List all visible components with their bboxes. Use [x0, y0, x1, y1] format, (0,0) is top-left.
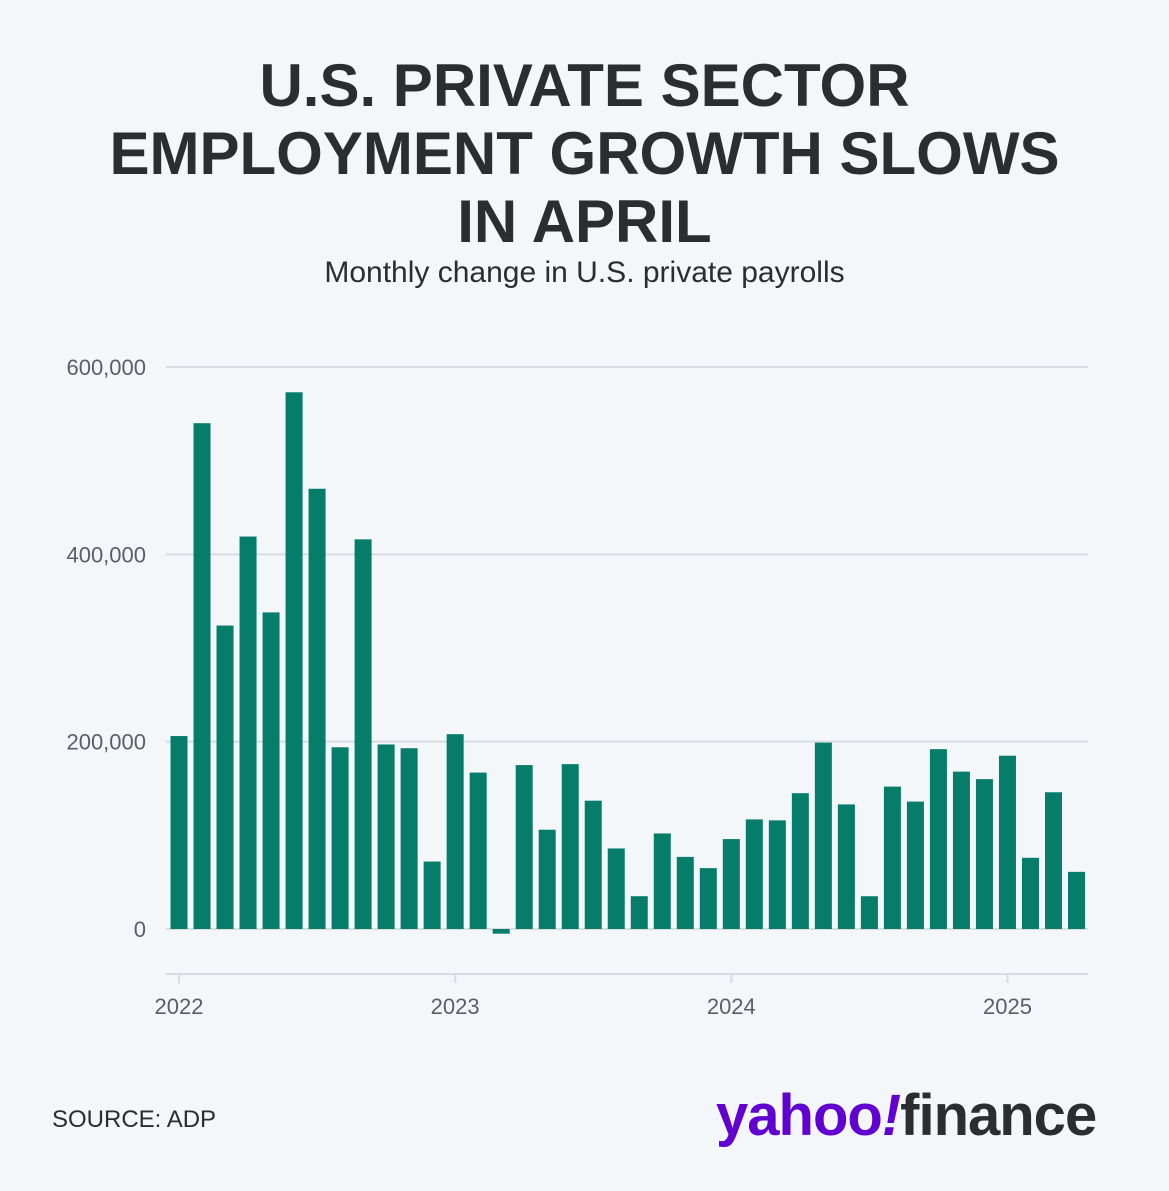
bar	[239, 536, 257, 929]
logo-finance-text: finance	[900, 1083, 1097, 1148]
y-tick-label: 400,000	[66, 542, 146, 567]
bar	[1044, 792, 1062, 929]
bar	[768, 820, 786, 929]
bar	[193, 423, 211, 929]
bar	[423, 861, 441, 929]
source-note: SOURCE: ADP	[52, 1106, 217, 1133]
bar	[1068, 871, 1085, 929]
bar	[791, 793, 809, 929]
bar	[975, 779, 993, 929]
bar	[837, 804, 855, 929]
bar	[998, 755, 1016, 929]
yahoo-finance-logo: yahoo!finance	[716, 1080, 1118, 1152]
bar	[170, 736, 188, 929]
bar	[722, 839, 740, 929]
bar	[860, 896, 878, 929]
bar	[561, 764, 579, 929]
y-tick-label: 200,000	[66, 730, 146, 755]
bar	[745, 819, 763, 929]
bar	[699, 868, 717, 929]
x-tick-label: 2024	[707, 994, 756, 1019]
bar	[952, 771, 970, 929]
bar	[446, 734, 464, 929]
bar	[1021, 857, 1039, 929]
bar	[883, 786, 901, 929]
chart-subtitle: Monthly change in U.S. private payrolls	[324, 256, 845, 289]
x-tick-label: 2025	[983, 994, 1032, 1019]
bar	[584, 800, 602, 929]
logo-exclamation: !	[881, 1083, 901, 1148]
bar	[354, 539, 372, 929]
bar	[906, 801, 924, 929]
bar	[377, 744, 395, 929]
bar	[515, 765, 533, 929]
bar	[676, 856, 694, 929]
bar	[262, 612, 280, 929]
chart-title: U.S. PRIVATE SECTOR EMPLOYMENT GROWTH SL…	[0, 52, 1169, 256]
bar	[216, 625, 234, 929]
y-tick-label: 0	[134, 917, 146, 942]
bar	[929, 749, 947, 929]
bar	[492, 929, 510, 934]
y-tick-label: 600,000	[66, 355, 146, 380]
bar	[331, 747, 349, 929]
bar	[285, 392, 303, 929]
bar	[630, 896, 648, 929]
bar	[538, 829, 556, 929]
chart-title-line-1: U.S. PRIVATE SECTOR	[259, 52, 910, 119]
chart-title-line-2: EMPLOYMENT GROWTH SLOWS	[109, 120, 1060, 187]
bar	[607, 848, 625, 929]
x-tick-label: 2023	[431, 994, 480, 1019]
x-tick-label: 2022	[155, 994, 204, 1019]
bar	[653, 833, 671, 929]
bar-chart: 0 200,000 400,000 600,000 2022 2023 2024 2025	[66, 355, 1088, 1019]
bar	[469, 772, 487, 929]
chart-title-line-3: IN APRIL	[457, 188, 712, 255]
bar	[814, 742, 832, 929]
bar	[400, 748, 418, 929]
logo-yahoo-text: yahoo	[716, 1083, 883, 1148]
bar	[308, 488, 326, 929]
